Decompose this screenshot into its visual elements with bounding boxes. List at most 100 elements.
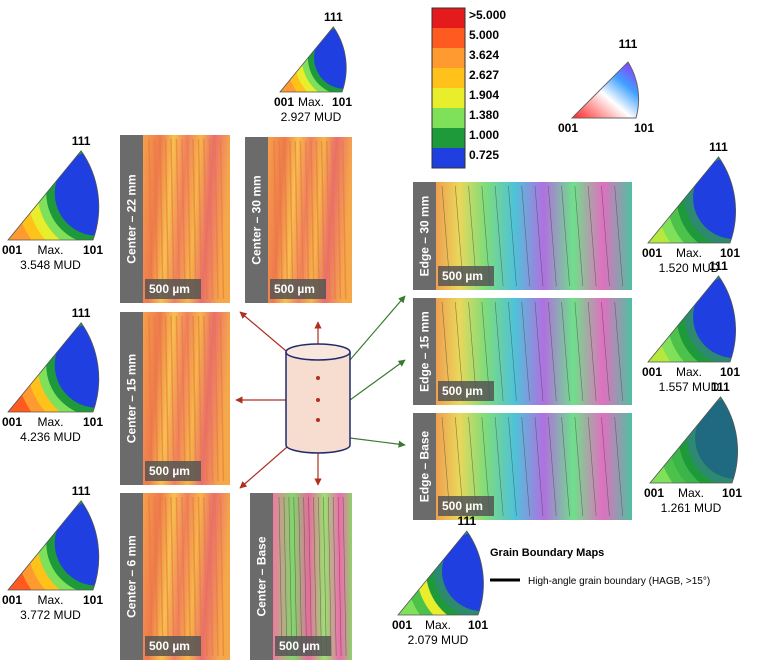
map-label: Center – 30 mm xyxy=(250,175,264,264)
grain-streak xyxy=(299,140,305,300)
ebsd-map: Center – 30 mm 500 µm xyxy=(245,137,352,303)
pole-label: 111 xyxy=(709,140,728,154)
grain-streak xyxy=(332,496,337,657)
grain-streak xyxy=(148,315,153,482)
grain-streak xyxy=(337,496,342,657)
colorbar-frame xyxy=(431,7,466,169)
density-band xyxy=(693,156,736,239)
grain-streak xyxy=(186,315,192,482)
ipf-key xyxy=(570,61,640,119)
pole-label: 111 xyxy=(324,10,343,24)
grain-streak xyxy=(601,185,610,287)
grain-streak xyxy=(293,496,298,657)
density-band xyxy=(54,500,99,586)
grain-streak xyxy=(186,138,192,300)
mud-value: 1.261 MUD xyxy=(661,501,722,515)
colorbar-label: 2.627 xyxy=(469,68,499,82)
grain-streak xyxy=(153,315,159,482)
scale-bar-label: 500 µm xyxy=(149,282,190,296)
grain-streak xyxy=(159,315,164,482)
pole-label: 001 xyxy=(642,246,662,260)
grain-streak xyxy=(289,140,294,300)
max-label: Max. xyxy=(678,486,704,500)
scale-bar-label: 500 µm xyxy=(149,464,190,478)
grain-streak xyxy=(315,140,321,300)
pole-label: 111 xyxy=(72,134,91,148)
grain-streak xyxy=(318,496,322,657)
map-label: Center – 6 mm xyxy=(125,535,139,618)
grain-streak xyxy=(164,496,170,657)
pole-outline xyxy=(7,500,100,591)
legend-item: High-angle grain boundary (HAGB, >15°) xyxy=(528,576,710,587)
pole-outline xyxy=(647,275,736,363)
grain-streak xyxy=(283,140,289,300)
map-image xyxy=(273,493,352,660)
ebsd-map: Edge – 15 mm 500 µm xyxy=(413,298,632,405)
label-strip xyxy=(120,493,143,660)
scale-bar-box xyxy=(275,636,331,656)
max-label: Max. xyxy=(37,593,63,607)
grain-streak xyxy=(341,140,347,300)
pole-label: 101 xyxy=(720,365,740,379)
grain-streak xyxy=(164,315,170,482)
grain-streak xyxy=(192,496,197,657)
scale-bar-label: 500 µm xyxy=(442,269,483,283)
grain-streak xyxy=(508,416,517,517)
mud-value: 3.772 MUD xyxy=(20,608,81,622)
grain-streak xyxy=(508,185,517,287)
grain-streak xyxy=(208,496,214,657)
grain-streak xyxy=(181,315,186,482)
label-strip xyxy=(413,298,436,405)
scale-bar-box xyxy=(270,279,326,299)
grain-streak xyxy=(534,185,544,287)
label-strip xyxy=(245,137,268,303)
pole-label: 101 xyxy=(83,593,103,607)
grain-streak xyxy=(310,140,315,300)
pole-label: 101 xyxy=(332,95,352,109)
mud-value: 2.927 MUD xyxy=(281,110,342,124)
grain-streak xyxy=(614,185,624,287)
max-label: Max. xyxy=(37,415,63,429)
colorbar-label: 1.000 xyxy=(469,128,499,142)
ebsd-map: Center – Base 500 µm xyxy=(250,493,352,660)
colorbar-bin xyxy=(432,88,465,108)
pole-label: 101 xyxy=(83,243,103,257)
grain-streak xyxy=(521,185,531,287)
map-label: Center – Base xyxy=(255,536,269,616)
grain-streak xyxy=(587,185,597,287)
grain-streak xyxy=(587,416,597,517)
pole-label: 001 xyxy=(644,486,664,500)
pole-outline xyxy=(7,150,100,241)
grain-streak xyxy=(303,496,307,657)
grain-streak xyxy=(601,416,610,517)
grain-streak xyxy=(574,301,584,402)
grain-streak xyxy=(273,140,278,300)
grain-streak xyxy=(336,140,342,300)
label-strip xyxy=(413,413,436,520)
grain-streak xyxy=(197,496,203,657)
scale-bar-box xyxy=(438,381,494,401)
colorbar-bin xyxy=(432,28,465,48)
grain-streak xyxy=(148,138,153,300)
scale-bar-label: 500 µm xyxy=(149,639,190,653)
grain-streak xyxy=(181,138,186,300)
grain-streak xyxy=(159,138,164,300)
grain-streak xyxy=(574,185,584,287)
pole-label: 001 xyxy=(274,95,294,109)
mud-value: 1.520 MUD xyxy=(659,261,720,275)
max-label: Max. xyxy=(298,95,324,109)
pole-label: 101 xyxy=(83,415,103,429)
label-strip xyxy=(120,135,143,303)
map-label: Edge – Base xyxy=(418,430,432,502)
grain-streak xyxy=(203,138,208,300)
pole-outline xyxy=(397,530,484,616)
pole-label: 111 xyxy=(457,514,476,528)
grain-streak xyxy=(214,315,219,482)
ipf-label: 101 xyxy=(634,121,654,135)
grain-streak xyxy=(614,416,624,517)
grain-streak xyxy=(304,140,310,300)
grain-streak xyxy=(203,496,208,657)
ebsd-map: Center – 6 mm 500 µm xyxy=(120,493,230,660)
pole-label: 001 xyxy=(2,243,22,257)
